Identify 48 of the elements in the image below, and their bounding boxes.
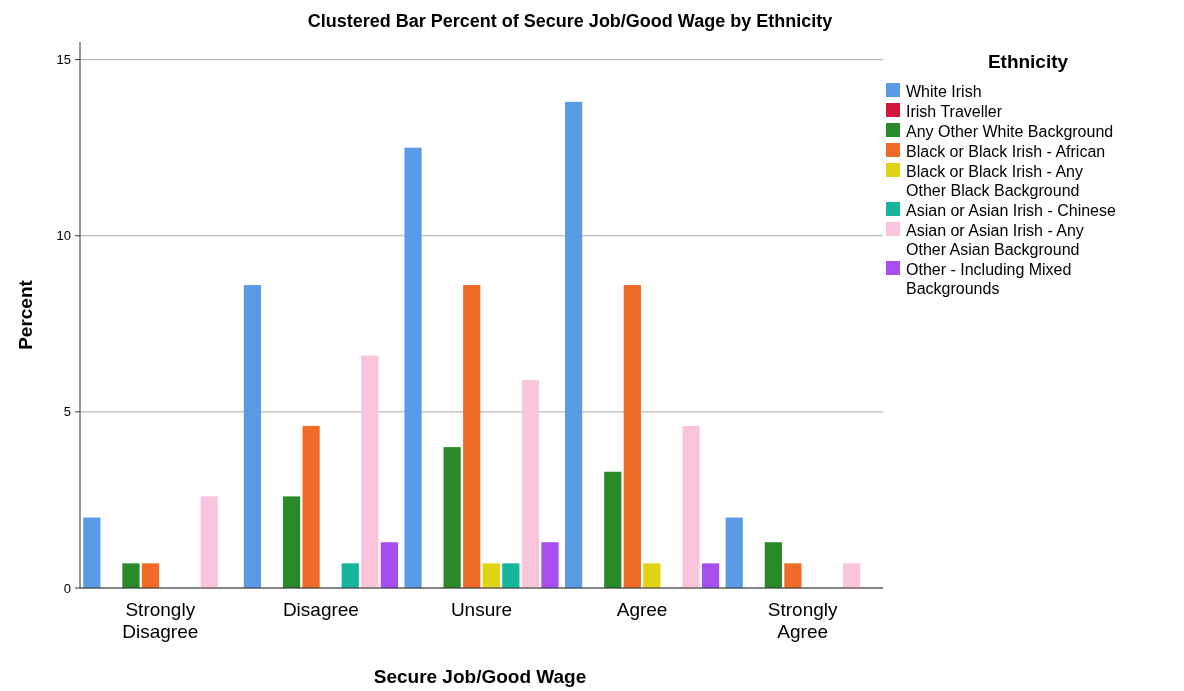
chart-title: Clustered Bar Percent of Secure Job/Good Wage by Ethnicity (307, 11, 833, 31)
x-tick-label: Disagree (282, 599, 359, 620)
legend-label: Any Other White Background (906, 123, 1114, 140)
legend-label: Black or Black Irish - African (906, 143, 1106, 160)
bar (541, 542, 559, 588)
bar (341, 563, 359, 588)
bar (701, 563, 720, 588)
bar (643, 563, 661, 588)
bar (764, 542, 782, 588)
bar (725, 517, 743, 588)
x-tick-label: Strongly Disagree (122, 599, 199, 642)
bar (623, 285, 641, 588)
y-axis-title: Percent (15, 279, 36, 350)
legend-label: Irish Traveller (906, 103, 1003, 120)
legend-label: Black or Black Irish - Any Other Black Background (906, 163, 1083, 199)
bar (521, 380, 540, 588)
x-tick-label: Strongly Agree (767, 599, 839, 642)
y-tick-label: 15 (56, 52, 71, 68)
bar (463, 285, 481, 588)
bar (361, 355, 379, 588)
bar (565, 101, 583, 588)
x-axis-title: Secure Job/Good Wage (373, 666, 587, 687)
bar (404, 147, 422, 588)
bar (141, 563, 160, 588)
legend-label: White Irish (906, 83, 982, 100)
y-tick-label: 5 (63, 404, 71, 420)
y-tick-label: 0 (63, 580, 71, 596)
x-tick-label: Unsure (450, 599, 513, 620)
bar (443, 447, 461, 588)
bar (380, 542, 398, 588)
bar (784, 563, 802, 588)
bar (200, 496, 218, 588)
legend-label: Asian or Asian Irish - Any Other Asian Background (906, 222, 1084, 258)
x-tick-label: Agree (616, 599, 668, 620)
legend-label: Asian or Asian Irish - Chinese (906, 202, 1116, 219)
legend-label: Other - Including Mixed Backgrounds (906, 261, 1072, 297)
legend-title: Ethnicity (987, 51, 1069, 72)
y-tick-label: 10 (56, 228, 71, 244)
bar (604, 471, 622, 588)
bar (482, 563, 500, 588)
bar (83, 517, 101, 588)
bar (502, 563, 520, 588)
bar (122, 563, 140, 588)
bar (682, 425, 700, 588)
bar (243, 285, 262, 588)
bar (282, 496, 301, 588)
bar (843, 563, 861, 588)
bar (302, 425, 320, 588)
